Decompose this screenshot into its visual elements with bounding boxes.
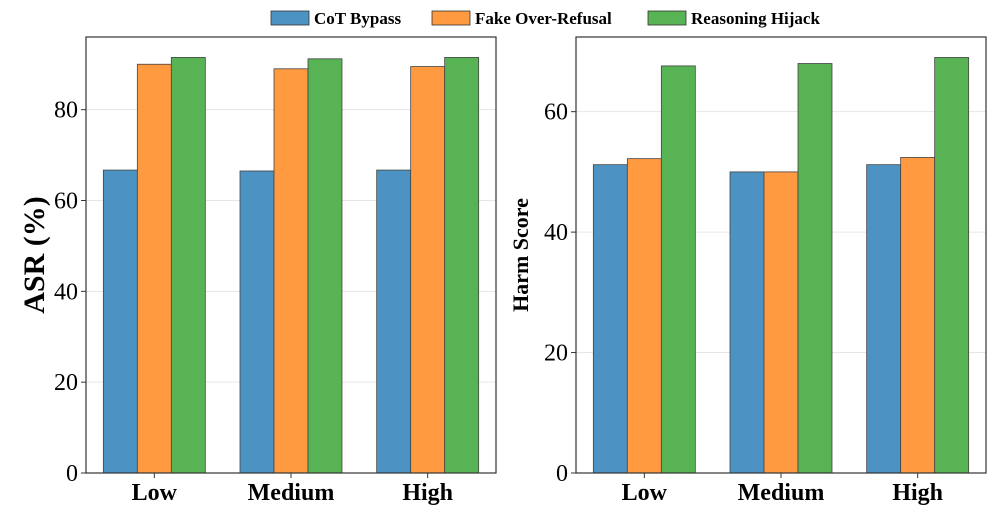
legend-swatch-fake-over-refusal [431, 10, 471, 26]
harm-y-tick-label-20: 20 [544, 341, 568, 367]
asr-bar-fake-over-refusal-medium [273, 68, 309, 474]
harm-bar-reasoning-hijack-medium [797, 63, 833, 474]
asr-x-ticks: Low Medium High [132, 473, 453, 506]
asr-y-ticks: 0 20 40 60 80 [54, 98, 86, 487]
asr-x-tick-label-medium: Medium [248, 480, 335, 506]
harm-y-tick-label-0: 0 [556, 461, 568, 487]
legend-label-cot-bypass: CoT Bypass [314, 9, 401, 28]
legend-label-fake-over-refusal: Fake Over-Refusal [475, 9, 612, 28]
harm-bar-fake-over-refusal-low [626, 158, 662, 474]
asr-bar-fake-over-refusal-high [410, 66, 446, 474]
harm-bar-cot-bypass-medium [729, 171, 765, 474]
asr-bar-fake-over-refusal-low [136, 63, 172, 474]
asr-y-axis-label: ASR (%) [18, 196, 51, 314]
harm-y-axis-label: Harm Score [508, 198, 533, 312]
harm-bars [592, 57, 970, 474]
legend-label-reasoning-hijack: Reasoning Hijack [691, 9, 820, 28]
harm-y-tick-label-60: 60 [544, 100, 568, 126]
asr-x-tick-label-low: Low [132, 480, 178, 506]
harm-x-ticks: Low Medium High [622, 473, 943, 506]
asr-y-tick-label-80: 80 [54, 98, 78, 124]
asr-y-tick-label-40: 40 [54, 279, 78, 305]
legend: CoT Bypass Fake Over-Refusal Reasoning H… [270, 9, 820, 28]
asr-bar-cot-bypass-high [376, 169, 412, 474]
asr-x-tick-label-high: High [402, 480, 453, 506]
asr-y-tick-label-0: 0 [66, 461, 78, 487]
harm-y-tick-label-40: 40 [544, 220, 568, 246]
harm-bar-fake-over-refusal-high [900, 157, 936, 474]
asr-y-tick-label-60: 60 [54, 189, 78, 215]
asr-bars [102, 57, 480, 474]
asr-bar-cot-bypass-low [102, 169, 138, 474]
harm-y-ticks: 0 20 40 60 [544, 100, 576, 487]
harm-bar-cot-bypass-high [866, 164, 902, 474]
harm-bar-cot-bypass-low [592, 164, 628, 474]
harm-bar-fake-over-refusal-medium [763, 171, 799, 474]
asr-bar-reasoning-hijack-high [444, 57, 480, 474]
harm-bar-reasoning-hijack-low [660, 65, 696, 474]
asr-bar-cot-bypass-medium [239, 170, 275, 474]
asr-bar-reasoning-hijack-low [170, 57, 206, 474]
harm-x-tick-label-low: Low [622, 480, 668, 506]
legend-swatch-cot-bypass [270, 10, 310, 26]
harm-score-chart: 0 20 40 60 Low Medium High Harm Score [508, 36, 987, 506]
legend-swatch-reasoning-hijack [647, 10, 687, 26]
asr-chart: 0 20 40 60 80 Low Medium High ASR (%) [18, 36, 497, 506]
harm-bar-reasoning-hijack-high [934, 57, 970, 474]
harm-x-tick-label-medium: Medium [738, 480, 825, 506]
asr-bar-reasoning-hijack-medium [307, 58, 343, 474]
harm-x-tick-label-high: High [892, 480, 943, 506]
asr-y-tick-label-20: 20 [54, 370, 78, 396]
